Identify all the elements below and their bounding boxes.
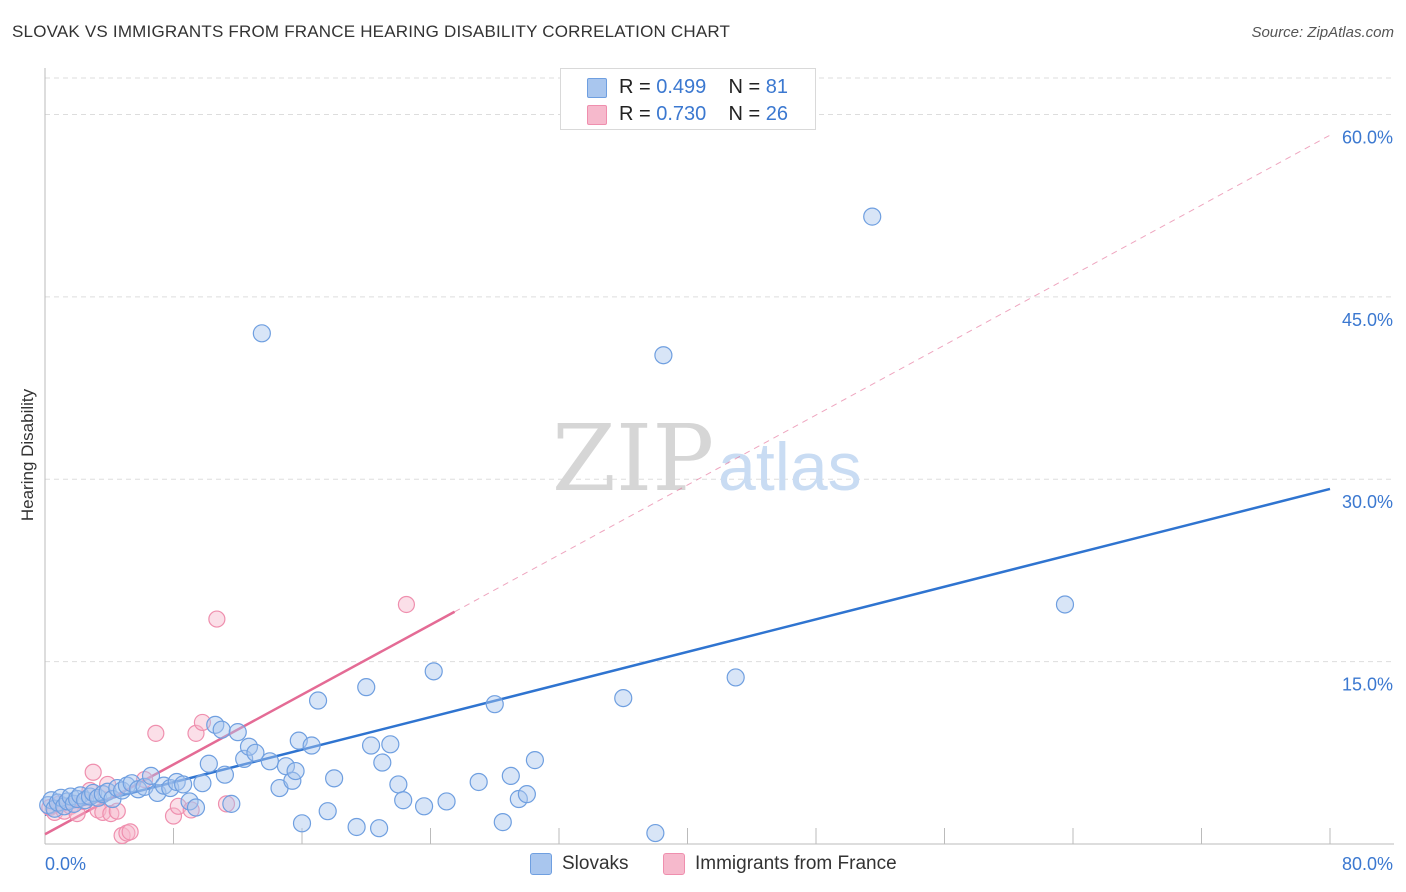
y-tick-label: 60.0% <box>1342 127 1393 147</box>
france-point <box>121 823 139 841</box>
tick-labels: 15.0% 30.0% 45.0% 60.0% 0.0% 80.0% <box>45 127 1393 874</box>
legend-swatch-france <box>587 105 607 125</box>
legend-label-slovaks: Slovaks <box>562 853 629 874</box>
slovak-trend-line <box>44 487 1331 817</box>
grid-lines <box>45 77 1394 663</box>
slovak-point <box>325 769 344 788</box>
slovak-point <box>260 752 279 771</box>
legend-r-value: 0.730 <box>656 103 707 125</box>
france-point <box>164 807 183 825</box>
slovak-point <box>726 668 745 687</box>
slovak-point <box>212 720 231 739</box>
legend-n-value: 26 <box>765 103 789 125</box>
legend-r-value: 0.499 <box>656 76 707 98</box>
legend-swatch-slovaks <box>587 78 607 98</box>
slovak-point <box>517 785 536 804</box>
data-points <box>39 207 1075 845</box>
slovak-point <box>493 813 512 832</box>
slovak-point <box>222 794 241 813</box>
y-tick-label: 30.0% <box>1342 492 1393 512</box>
slovak-point <box>863 207 882 226</box>
france-point <box>187 724 205 742</box>
slovak-point <box>252 324 271 343</box>
slovak-point <box>283 771 302 790</box>
france-trend-extension <box>454 134 1331 613</box>
slovak-point <box>646 823 665 843</box>
source-credit: Source: ZipAtlas.com <box>1251 24 1394 41</box>
slovak-point <box>302 736 321 755</box>
axes <box>44 68 1394 845</box>
slovak-point <box>437 792 456 811</box>
slovak-point <box>469 772 488 792</box>
slovak-point <box>361 736 381 755</box>
france-point <box>113 826 131 845</box>
legend-swatch-slovaks <box>530 853 552 875</box>
slovak-point <box>357 678 376 697</box>
slovak-point <box>228 723 247 742</box>
legend-r-label: R = <box>619 103 651 125</box>
y-tick-label: 45.0% <box>1342 310 1393 330</box>
y-axis-title: Hearing Disability <box>18 388 37 522</box>
slovak-point <box>141 766 161 786</box>
slovak-point <box>1055 595 1075 614</box>
france-point <box>217 795 236 813</box>
legend-n-label: N = <box>728 76 761 98</box>
slovak-point <box>286 761 305 781</box>
slovak-point <box>414 797 434 816</box>
watermark: ZIP atlas <box>552 405 862 512</box>
legend-label-france: Immigrants from France <box>695 853 897 874</box>
watermark-atlas: atlas <box>718 429 862 505</box>
slovak-point <box>370 819 389 838</box>
slovak-point <box>215 765 234 784</box>
slovak-point <box>174 775 193 794</box>
slovak-point <box>347 817 366 837</box>
legend-swatch-france <box>663 853 685 875</box>
slovak-point <box>373 753 392 772</box>
france-point <box>147 724 165 742</box>
france-trend-line <box>44 610 456 836</box>
x-tick-label: 80.0% <box>1342 854 1393 874</box>
slovak-point <box>381 735 400 754</box>
slovak-point <box>318 802 337 821</box>
slovak-point <box>292 814 312 833</box>
slovak-point <box>117 776 137 795</box>
france-point <box>208 610 226 628</box>
slovak-point <box>654 346 673 365</box>
legend-r-label: R = <box>619 76 651 98</box>
france-point <box>397 595 416 614</box>
legend-n-label: N = <box>728 103 761 125</box>
france-point <box>169 797 187 815</box>
y-tick-label: 15.0% <box>1342 675 1393 695</box>
france-point <box>84 763 102 781</box>
slovak-point <box>394 791 413 810</box>
slovak-point <box>246 743 265 762</box>
slovak-point <box>614 688 633 708</box>
slovak-point <box>485 695 504 714</box>
correlation-legend: R = 0.499 N = 81 R = 0.730 N = 26 <box>560 68 816 130</box>
chart-title: SLOVAK VS IMMIGRANTS FROM FRANCE HEARING… <box>12 22 731 41</box>
slovak-point <box>308 691 328 710</box>
slovak-point <box>389 775 408 794</box>
slovak-point <box>186 798 206 817</box>
slovak-point <box>199 754 218 773</box>
legend-n-value: 81 <box>765 76 789 98</box>
watermark-zip: ZIP <box>552 405 714 512</box>
x-tick-label: 0.0% <box>45 854 86 874</box>
slovak-point <box>501 766 520 786</box>
slovak-point <box>525 751 545 770</box>
slovak-point <box>193 774 212 793</box>
slovak-point <box>424 662 443 681</box>
